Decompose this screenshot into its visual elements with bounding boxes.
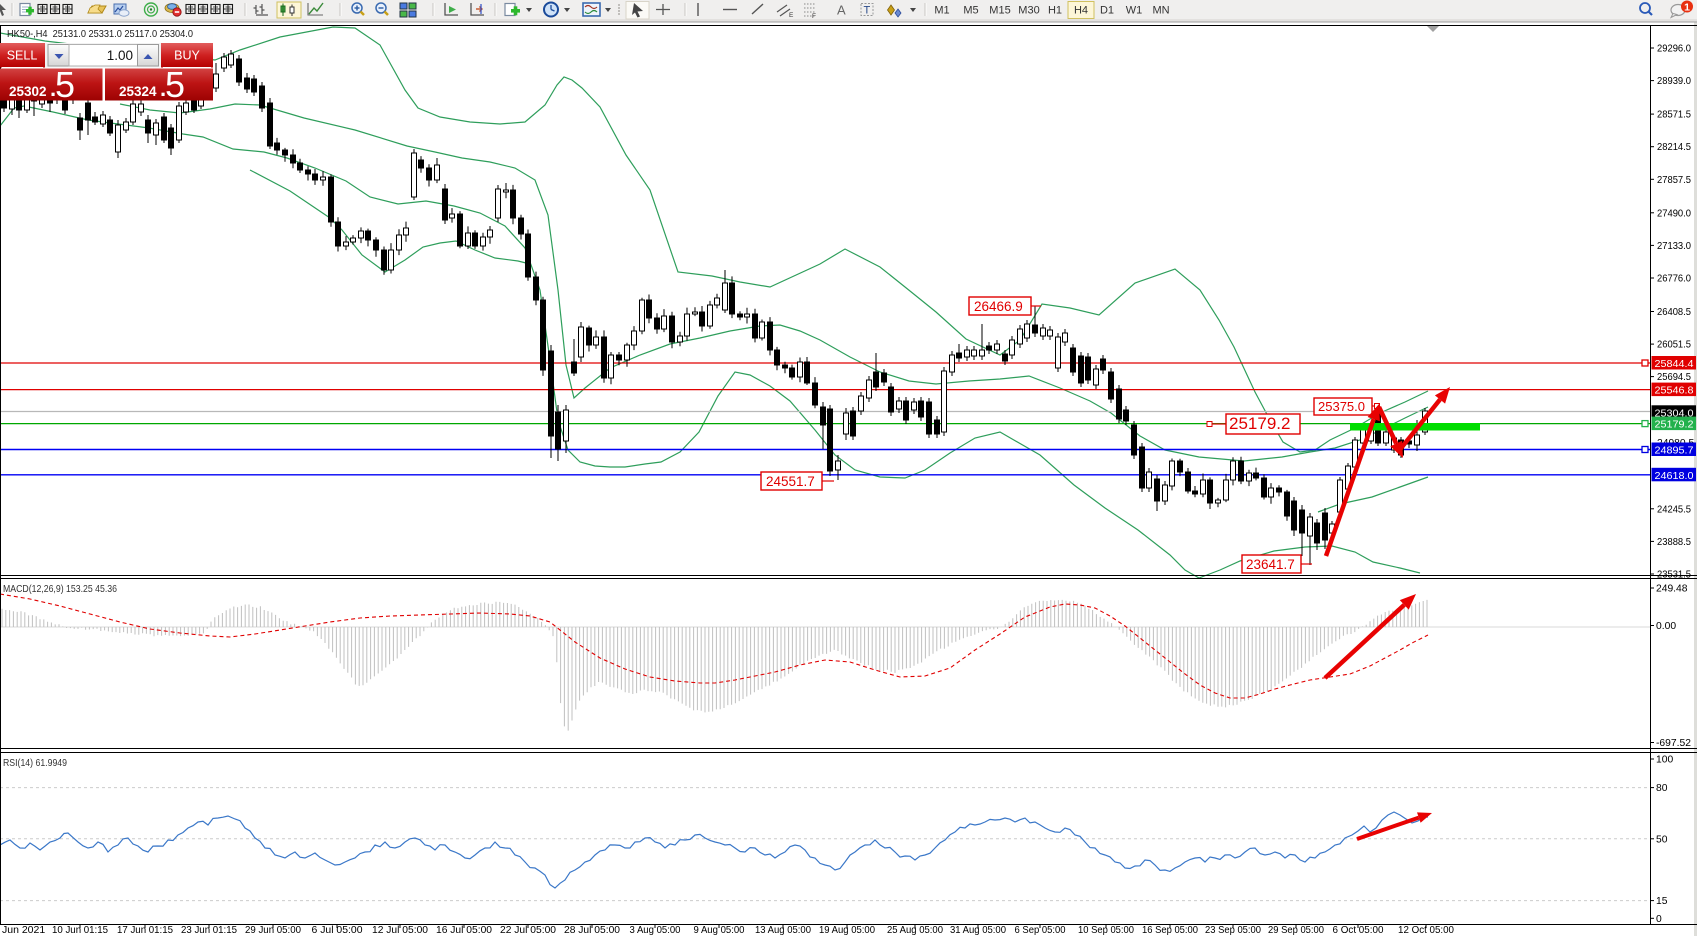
svg-text:H1: H1 <box>1048 5 1062 17</box>
svg-text:28 Jul 05:00: 28 Jul 05:00 <box>564 924 620 936</box>
svg-text:23888.5: 23888.5 <box>1657 537 1691 548</box>
svg-text:6 Sep 05:00: 6 Sep 05:00 <box>1015 924 1066 936</box>
svg-text:24551.7: 24551.7 <box>766 474 815 489</box>
svg-text:22 Jul 05:00: 22 Jul 05:00 <box>500 924 556 936</box>
svg-text:249.48: 249.48 <box>1656 584 1688 595</box>
svg-text:27857.5: 27857.5 <box>1657 175 1691 186</box>
svg-text:H4: H4 <box>1074 5 1088 17</box>
svg-text:0.00: 0.00 <box>1656 621 1676 632</box>
svg-text:D1: D1 <box>1100 5 1114 17</box>
svg-text:26466.9: 26466.9 <box>974 299 1023 314</box>
svg-text:MACD(12,26,9) 153.25 45.36: MACD(12,26,9) 153.25 45.36 <box>3 584 117 595</box>
svg-text:26051.5: 26051.5 <box>1657 340 1691 351</box>
svg-text:25179.2: 25179.2 <box>1229 414 1290 433</box>
svg-text:26408.5: 26408.5 <box>1657 307 1691 318</box>
svg-text:31 Aug 05:00: 31 Aug 05:00 <box>950 924 1006 936</box>
svg-text:27490.0: 27490.0 <box>1657 208 1691 219</box>
svg-text:25375.0: 25375.0 <box>1318 399 1365 414</box>
svg-text:29296.0: 29296.0 <box>1657 44 1691 55</box>
svg-text:Jun 2021: Jun 2021 <box>2 924 45 936</box>
svg-text:25 Aug 05:00: 25 Aug 05:00 <box>887 924 943 936</box>
svg-text:T: T <box>864 5 871 17</box>
svg-text:A: A <box>837 3 846 18</box>
svg-text:E: E <box>789 12 794 19</box>
svg-text:25694.5: 25694.5 <box>1657 372 1691 383</box>
svg-text:12 Oct 05:00: 12 Oct 05:00 <box>1398 924 1454 936</box>
svg-text:10 Jun 01:15: 10 Jun 01:15 <box>52 924 108 936</box>
svg-text:5: 5 <box>55 64 75 105</box>
svg-text:W1: W1 <box>1126 5 1143 17</box>
svg-text:23531.5: 23531.5 <box>1657 570 1691 581</box>
svg-text:16 Sep 05:00: 16 Sep 05:00 <box>1142 924 1198 936</box>
svg-text:80: 80 <box>1656 783 1668 794</box>
svg-text:25546.8: 25546.8 <box>1655 386 1694 397</box>
svg-text:29 Jun 05:00: 29 Jun 05:00 <box>245 924 301 936</box>
svg-text:M5: M5 <box>963 5 978 17</box>
svg-text:19 Aug 05:00: 19 Aug 05:00 <box>819 924 875 936</box>
svg-text:23 Jun 01:15: 23 Jun 01:15 <box>181 924 237 936</box>
svg-text:25304.0: 25304.0 <box>1655 408 1694 419</box>
svg-text:24245.5: 24245.5 <box>1657 504 1691 515</box>
svg-text:6 Jul 05:00: 6 Jul 05:00 <box>312 924 363 936</box>
svg-text:RSI(14) 61.9949: RSI(14) 61.9949 <box>3 758 67 769</box>
svg-text:6 Oct 05:00: 6 Oct 05:00 <box>1333 924 1384 936</box>
svg-text:.: . <box>160 76 166 101</box>
svg-text:12 Jul 05:00: 12 Jul 05:00 <box>372 924 428 936</box>
svg-text:13 Aug 05:00: 13 Aug 05:00 <box>755 924 811 936</box>
svg-text:1: 1 <box>1684 2 1690 14</box>
svg-text:29 Sep 05:00: 29 Sep 05:00 <box>1268 924 1324 936</box>
svg-text:M1: M1 <box>934 5 949 17</box>
svg-text:24895.7: 24895.7 <box>1655 446 1694 457</box>
svg-text:M15: M15 <box>989 5 1010 17</box>
svg-text:23641.7: 23641.7 <box>1246 557 1295 572</box>
svg-text:28939.0: 28939.0 <box>1657 76 1691 87</box>
svg-text:MN: MN <box>1152 5 1169 17</box>
svg-text:3 Aug 05:00: 3 Aug 05:00 <box>630 924 681 936</box>
svg-text:17 Jun 01:15: 17 Jun 01:15 <box>117 924 173 936</box>
svg-text:.: . <box>50 76 56 101</box>
svg-text:27133.0: 27133.0 <box>1657 241 1691 252</box>
svg-text:1.00: 1.00 <box>107 48 133 63</box>
svg-text:25844.4: 25844.4 <box>1655 359 1694 370</box>
svg-text:24618.0: 24618.0 <box>1655 471 1694 482</box>
svg-text:15: 15 <box>1656 896 1668 907</box>
svg-text:50: 50 <box>1656 834 1668 845</box>
svg-text:25324: 25324 <box>119 84 157 99</box>
svg-text:16 Jul 05:00: 16 Jul 05:00 <box>436 924 492 936</box>
svg-text:M30: M30 <box>1018 5 1039 17</box>
svg-text:25179.2: 25179.2 <box>1655 420 1694 431</box>
svg-text:28571.5: 28571.5 <box>1657 110 1691 121</box>
svg-text:5: 5 <box>165 64 185 105</box>
svg-text:100: 100 <box>1656 755 1673 766</box>
svg-text:0: 0 <box>1656 914 1662 925</box>
svg-text:SELL: SELL <box>7 49 38 63</box>
svg-text:F: F <box>812 13 816 20</box>
svg-text:25302: 25302 <box>9 84 47 99</box>
svg-text:-697.52: -697.52 <box>1656 738 1691 749</box>
svg-text:HK50-,H4 25131.0 25331.0 2511: HK50-,H4 25131.0 25331.0 25117.0 25304.0 <box>7 28 193 40</box>
svg-text:9 Aug 05:00: 9 Aug 05:00 <box>694 924 745 936</box>
svg-text:10 Sep 05:00: 10 Sep 05:00 <box>1078 924 1134 936</box>
svg-text:26776.0: 26776.0 <box>1657 274 1691 285</box>
svg-text:23 Sep 05:00: 23 Sep 05:00 <box>1205 924 1261 936</box>
svg-text:BUY: BUY <box>174 49 200 63</box>
svg-text:28214.5: 28214.5 <box>1657 142 1691 153</box>
